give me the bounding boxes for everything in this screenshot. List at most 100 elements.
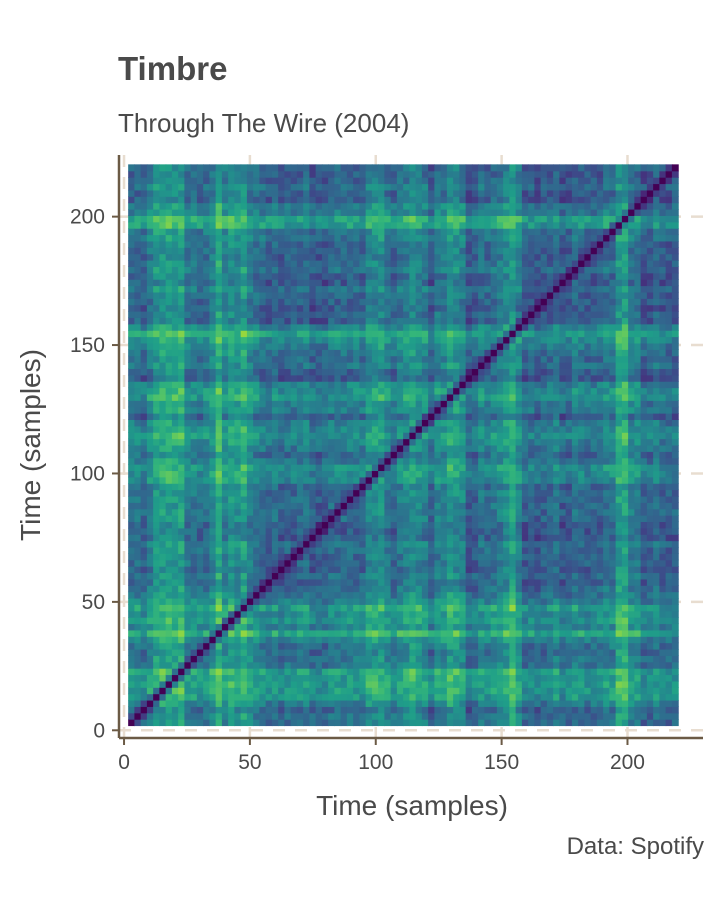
- heatmap-cell: [421, 515, 429, 523]
- heatmap-cell: [215, 170, 223, 178]
- heatmap-cell: [284, 648, 292, 656]
- heatmap-cell: [134, 177, 142, 185]
- heatmap-cell: [478, 623, 485, 631]
- heatmap-cell: [371, 476, 379, 484]
- heatmap-cell: [171, 381, 179, 389]
- heatmap-cell: [221, 177, 229, 185]
- heatmap-cell: [259, 680, 267, 688]
- heatmap-cell: [221, 719, 229, 727]
- heatmap-cell: [453, 489, 460, 497]
- heatmap-cell: [178, 559, 186, 567]
- heatmap-cell: [465, 687, 473, 695]
- heatmap-cell: [328, 540, 336, 548]
- heatmap-cell: [171, 553, 179, 561]
- heatmap-cell: [278, 311, 286, 318]
- heatmap-cell: [303, 425, 311, 433]
- heatmap-cell: [353, 215, 361, 223]
- heatmap-cell: [321, 234, 329, 242]
- heatmap-cell: [340, 279, 348, 287]
- heatmap-cell: [159, 444, 167, 452]
- heatmap-cell: [246, 648, 254, 656]
- heatmap-cell: [196, 444, 204, 452]
- heatmap-cell: [434, 342, 442, 350]
- heatmap-cell: [465, 699, 473, 707]
- heatmap-cell: [146, 279, 154, 287]
- heatmap-cell: [234, 668, 242, 676]
- heatmap-cell: [409, 604, 417, 612]
- heatmap-cell: [378, 221, 385, 229]
- heatmap-cell: [271, 259, 279, 267]
- heatmap-cell: [384, 674, 392, 682]
- heatmap-cell: [215, 693, 223, 701]
- heatmap-cell: [471, 648, 479, 656]
- heatmap-cell: [446, 597, 454, 605]
- heatmap-cell: [353, 419, 361, 427]
- heatmap-cell: [203, 566, 211, 574]
- heatmap-cell: [384, 355, 392, 363]
- heatmap-cell: [434, 566, 442, 574]
- heatmap-cell: [328, 680, 336, 688]
- heatmap-cell: [365, 342, 373, 350]
- heatmap-cell: [446, 617, 454, 625]
- heatmap-cell: [434, 438, 442, 446]
- heatmap-cell: [259, 508, 267, 516]
- heatmap-cell: [365, 521, 373, 529]
- heatmap-cell: [215, 177, 223, 185]
- heatmap-cell: [271, 642, 279, 650]
- heatmap-cell: [328, 406, 336, 414]
- heatmap-cell: [371, 457, 379, 465]
- heatmap-cell: [434, 215, 442, 223]
- heatmap-cell: [246, 221, 254, 229]
- heatmap-cell: [184, 438, 192, 446]
- heatmap-cell: [446, 196, 454, 204]
- heatmap-cell: [471, 476, 479, 484]
- heatmap-cell: [365, 693, 373, 701]
- heatmap-cell: [196, 470, 204, 478]
- heatmap-cell: [209, 674, 217, 682]
- heatmap-cell: [440, 349, 448, 357]
- heatmap-cell: [303, 629, 311, 637]
- heatmap-cell: [303, 527, 311, 535]
- heatmap-cell: [403, 196, 410, 204]
- heatmap-cell: [228, 489, 236, 497]
- heatmap-cell: [440, 202, 448, 210]
- heatmap-cell: [428, 298, 435, 306]
- heatmap-cell: [446, 247, 454, 255]
- heatmap-cell: [171, 699, 179, 707]
- heatmap-cell: [459, 668, 467, 676]
- heatmap-cell: [403, 585, 410, 593]
- heatmap-cell: [459, 489, 467, 497]
- heatmap-cell: [434, 202, 442, 210]
- heatmap-cell: [340, 253, 348, 261]
- heatmap-cell: [346, 699, 354, 707]
- heatmap-cell: [165, 368, 173, 376]
- heatmap-cell: [146, 234, 154, 242]
- heatmap-cell: [340, 215, 348, 223]
- heatmap-cell: [203, 425, 211, 433]
- heatmap-cell: [265, 585, 273, 593]
- heatmap-cell: [153, 617, 161, 625]
- heatmap-cell: [446, 464, 454, 472]
- heatmap-cell: [334, 585, 342, 593]
- heatmap-cell: [184, 540, 192, 548]
- heatmap-cell: [134, 629, 142, 637]
- heatmap-cell: [196, 393, 204, 401]
- heatmap-cell: [259, 642, 267, 650]
- heatmap-cell: [240, 668, 248, 676]
- heatmap-cell: [384, 221, 392, 229]
- heatmap-cell: [403, 323, 410, 331]
- heatmap-cell: [196, 183, 204, 191]
- heatmap-cell: [346, 419, 354, 427]
- heatmap-cell: [178, 527, 186, 535]
- heatmap-cell: [259, 215, 267, 223]
- heatmap-cell: [309, 636, 317, 644]
- heatmap-cell: [396, 706, 404, 714]
- heatmap-cell: [378, 432, 385, 440]
- heatmap-cell: [265, 259, 273, 267]
- heatmap-cell: [321, 253, 329, 261]
- heatmap-cell: [128, 629, 136, 637]
- heatmap-cell: [421, 457, 429, 465]
- heatmap-cell: [234, 451, 242, 459]
- heatmap-cell: [228, 629, 236, 637]
- heatmap-cell: [415, 508, 423, 516]
